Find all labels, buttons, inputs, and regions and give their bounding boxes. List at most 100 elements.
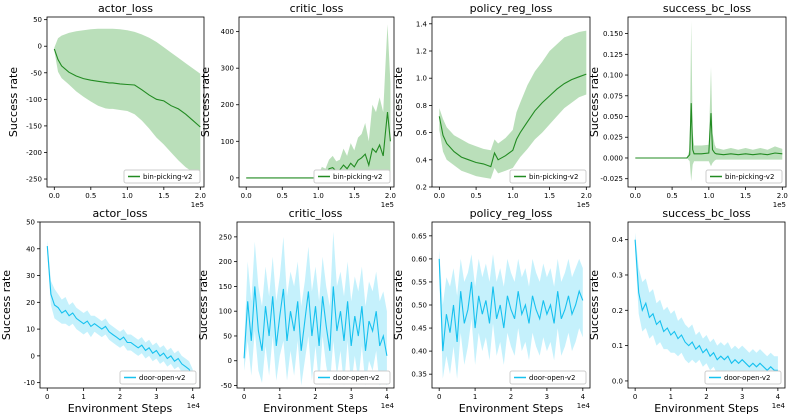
x-tick-label: 1.5: [740, 192, 751, 200]
x-offset-label: 1e4: [381, 402, 395, 410]
y-tick-label: 150: [219, 283, 232, 291]
y-tick-label: -200: [26, 149, 42, 157]
y-tick-label: 400: [221, 28, 234, 36]
series-line: [438, 73, 587, 168]
y-tick-label: 0.60: [411, 255, 427, 263]
y-tick-label: 0.025: [603, 134, 623, 142]
y-axis-label: Success rate: [197, 270, 210, 340]
chart-title: success_bc_loss: [663, 2, 752, 15]
legend-box: [705, 169, 783, 184]
y-tick-label: -250: [26, 176, 42, 184]
x-tick-label: 0.0: [434, 192, 445, 200]
x-tick-label: 1: [81, 393, 85, 401]
x-tick-label: 4: [581, 393, 586, 401]
y-tick-label: -0.025: [600, 175, 623, 183]
y-tick-label: 40: [26, 245, 35, 253]
plot-area: [246, 24, 391, 179]
x-tick-label: 2.0: [581, 192, 592, 200]
x-tick-label: 2: [313, 393, 317, 401]
legend: bin-picking-v2: [123, 169, 201, 184]
confidence-band: [439, 30, 587, 179]
y-axis-label: Success rate: [0, 270, 13, 340]
x-tick-label: 3: [545, 393, 549, 401]
legend: door-open-v2: [119, 370, 197, 385]
plot-area: [53, 28, 201, 174]
y-tick-label: 0.000: [603, 154, 623, 162]
y-axis-label: Success rate: [7, 67, 20, 137]
x-tick-label: 1.0: [313, 192, 324, 200]
legend-label: door-open-v2: [333, 374, 380, 382]
y-tick-label: 50: [33, 16, 42, 24]
chart-title: actor_loss: [92, 207, 147, 220]
legend: door-open-v2: [509, 370, 587, 385]
y-axis-label: Success rate: [199, 67, 212, 137]
chart-panel-4: actor_loss door-open-v2 0 1 2 3 4 -10 0 10 20 30 40 5…: [0, 207, 201, 415]
legend-label: door-open-v2: [139, 374, 186, 382]
x-tick-label: 0: [437, 393, 441, 401]
axes-frame: [627, 16, 787, 188]
x-tick-label: 0: [45, 393, 49, 401]
y-tick-label: 0.45: [411, 325, 427, 333]
y-tick-label: 10: [26, 326, 35, 334]
series-line: [634, 239, 778, 372]
x-tick-label: 4: [190, 393, 195, 401]
y-tick-label: 0: [38, 43, 42, 51]
confidence-band: [635, 21, 783, 182]
y-tick-label: 0.1: [612, 342, 623, 350]
legend-label: bin-picking-v2: [725, 173, 774, 181]
axes-frame: [238, 16, 395, 188]
y-tick-label: 0.35: [411, 371, 427, 379]
y-tick-label: 0.050: [603, 113, 623, 121]
x-tick-label: 0: [242, 393, 246, 401]
y-tick-label: -50: [221, 382, 232, 390]
x-tick-label: 0.5: [667, 192, 678, 200]
chart-title: policy_reg_loss: [470, 2, 553, 15]
y-tick-label: 200: [219, 258, 232, 266]
x-tick-label: 0: [633, 393, 637, 401]
x-tick-label: 1: [278, 393, 282, 401]
legend-label: door-open-v2: [724, 374, 771, 382]
legend: door-open-v2: [704, 370, 782, 385]
x-tick-label: 2.0: [385, 192, 396, 200]
y-tick-label: 0.8: [416, 102, 427, 110]
legend-label: bin-picking-v2: [143, 173, 192, 181]
x-tick-label: 4: [776, 393, 781, 401]
legend-box: [119, 370, 197, 385]
legend: bin-picking-v2: [313, 169, 391, 184]
y-tick-label: -100: [26, 96, 42, 104]
y-tick-label: 1.4: [416, 20, 428, 28]
chart-panel-2: policy_reg_loss bin-picking-v2 0.0 0.5 1.0 1.…: [392, 2, 592, 209]
chart-title: policy_reg_loss: [470, 207, 553, 220]
series-line: [46, 246, 194, 378]
x-offset-label: 1e5: [191, 201, 204, 209]
series-line: [438, 258, 584, 352]
y-tick-label: 0.2: [416, 184, 427, 192]
legend-box: [123, 169, 201, 184]
legend: door-open-v2: [313, 370, 391, 385]
y-tick-label: 200: [221, 101, 234, 109]
y-tick-label: 300: [221, 65, 234, 73]
x-tick-label: 0.0: [630, 192, 641, 200]
x-offset-label: 1e5: [577, 201, 590, 209]
x-tick-label: 0.0: [241, 192, 252, 200]
x-tick-label: 2: [118, 393, 122, 401]
legend-box: [509, 169, 587, 184]
chart-title: critic_loss: [290, 2, 344, 15]
x-offset-label: 1e4: [577, 402, 591, 410]
x-tick-label: 1.0: [703, 192, 714, 200]
y-tick-label: -10: [24, 379, 35, 387]
y-tick-label: 0: [230, 174, 234, 182]
x-tick-label: 2: [509, 393, 513, 401]
y-tick-label: 0.40: [411, 348, 427, 356]
y-tick-label: 0: [31, 352, 35, 360]
confidence-band: [54, 28, 201, 174]
legend-label: door-open-v2: [529, 374, 576, 382]
series-line: [53, 48, 201, 128]
confidence-band: [439, 249, 583, 379]
x-axis-label: Environment Steps: [263, 402, 368, 415]
y-tick-label: 1.0: [416, 75, 427, 83]
plot-area: [438, 30, 587, 179]
plot-area: [634, 232, 778, 381]
x-axis-label: Environment Steps: [68, 402, 173, 415]
chart-panel-1: critic_loss bin-picking-v2 0.0 0.5 1.0 1.5 2.0…: [199, 2, 396, 209]
